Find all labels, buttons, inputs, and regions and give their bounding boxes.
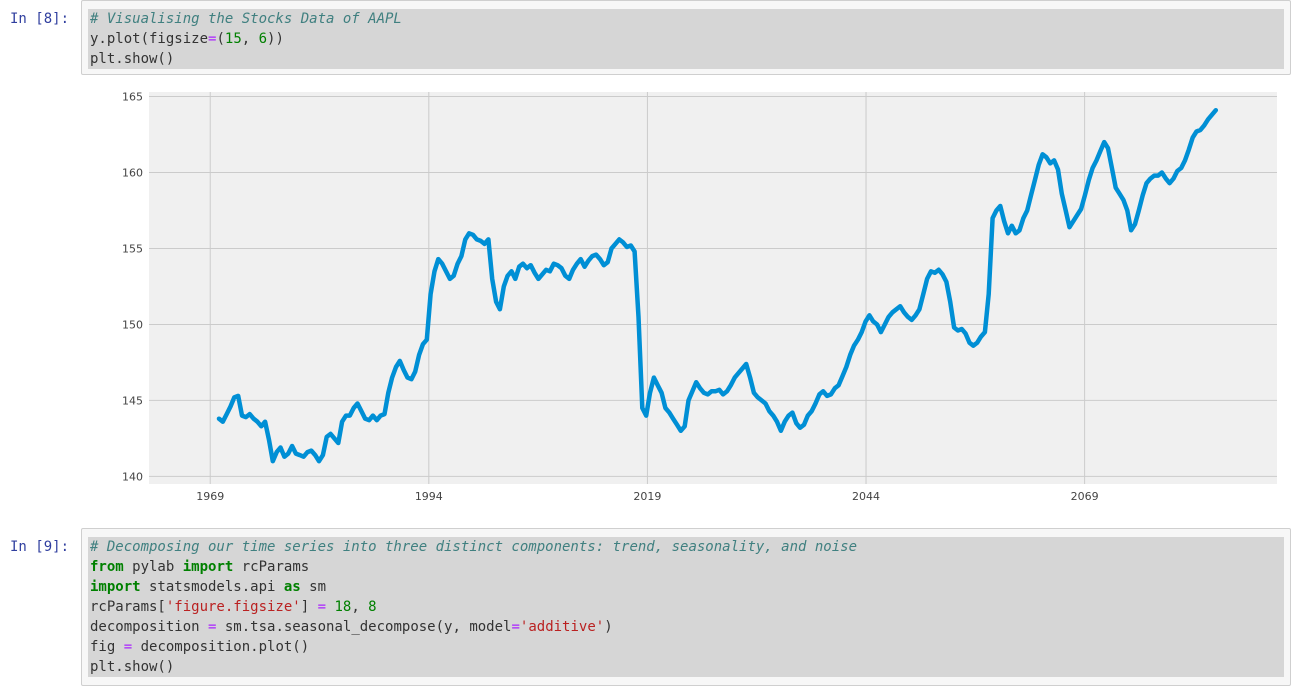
price-series-line [216,107,1219,464]
y-tick-label: 165 [122,91,143,104]
code-token: pylab [123,559,183,575]
code-token: = [511,619,520,635]
code-token: decomposition.plot() [132,639,310,655]
code-token: , [351,599,369,615]
code-line: y.plot(figsize=(15, 6)) [88,29,1284,49]
code-token: ] [300,599,318,615]
code-editor[interactable]: # Decomposing our time series into three… [88,537,1284,677]
plot-output: 140 145 150 155 160 165 1969 1994 2019 2044 2069 [81,82,1289,503]
y-tick-label: 155 [122,242,143,255]
stock-line-chart: 140 145 150 155 160 165 1969 1994 2019 2044 2069 [122,91,1277,503]
code-token: # Decomposing our time series into three… [90,539,858,555]
code-token: , [241,31,259,47]
code-token: 6 [258,31,268,47]
code-token: 'figure.figsize' [165,599,301,615]
code-token: ) [604,619,613,635]
y-tick-label: 160 [122,167,143,180]
code-line: # Visualising the Stocks Data of AAPL [88,9,1284,29]
code-line: fig = decomposition.plot() [88,637,1284,657]
code-cell-9[interactable]: # Decomposing our time series into three… [81,528,1291,686]
code-token: sm [300,579,327,595]
y-tick-label: 140 [122,470,143,483]
code-token: plt.show() [90,51,175,67]
code-editor[interactable]: # Visualising the Stocks Data of AAPL y.p… [88,9,1284,69]
code-token: ( [216,31,225,47]
x-tick-label: 2069 [1071,490,1099,502]
code-token: import [90,579,141,595]
code-token: y.plot(figsize [90,31,209,47]
code-token: import [182,559,234,575]
code-token: from [90,559,124,575]
code-line: # Decomposing our time series into three… [88,537,1284,557]
code-token: fig [90,639,124,655]
x-tick-label: 2019 [633,490,661,502]
code-line: import statsmodels.api as sm [88,577,1284,597]
code-token: = [208,31,217,47]
code-cell-8[interactable]: # Visualising the Stocks Data of AAPL y.p… [81,0,1291,75]
code-token: = [123,639,133,655]
code-token: 15 [224,31,242,47]
code-token: = [317,599,327,615]
x-tick-label: 1969 [196,490,224,502]
code-token: plt.show() [90,659,175,675]
code-token: decomposition [90,619,209,635]
code-line: decomposition = sm.tsa.seasonal_decompos… [88,617,1284,637]
code-token: 18 [334,599,352,615]
code-line: from pylab import rcParams [88,557,1284,577]
code-token: sm.tsa.seasonal_decompose(y, model [216,619,512,635]
x-tick-label: 1994 [415,490,443,502]
code-line: rcParams['figure.figsize'] = 18, 8 [88,597,1284,617]
code-token: )) [267,31,284,47]
code-line: plt.show() [88,657,1284,677]
y-tick-label: 145 [122,394,143,407]
code-token: statsmodels.api [140,579,284,595]
code-token: 8 [368,599,377,615]
code-token: # Visualising the Stocks Data of AAPL [90,11,402,27]
plot-area [149,92,1277,484]
code-token: 'additive' [519,619,605,635]
code-token: rcParams[ [90,599,166,615]
code-token: rcParams [233,559,310,575]
code-line: plt.show() [88,49,1284,69]
code-token: as [283,579,301,595]
input-prompt: In [9]: [10,539,70,555]
code-token: = [208,619,217,635]
x-tick-label: 2044 [852,490,880,502]
input-prompt: In [8]: [10,11,70,27]
y-tick-label: 150 [122,318,143,331]
